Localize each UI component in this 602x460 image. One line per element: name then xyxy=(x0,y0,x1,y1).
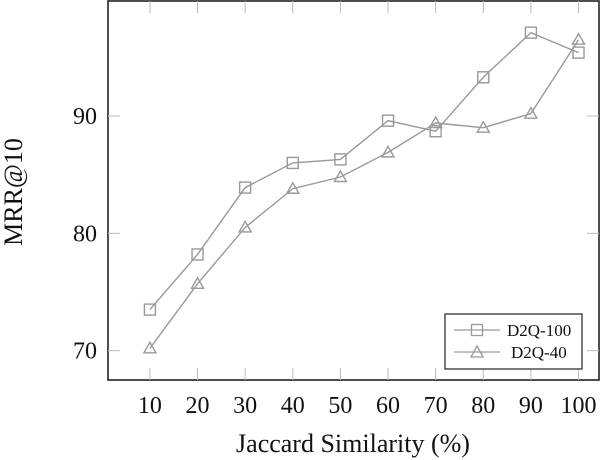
x-tick-label: 40 xyxy=(281,393,305,419)
square-marker-icon xyxy=(334,153,347,166)
series-d2q-40 xyxy=(142,32,586,354)
legend-label: D2Q-40 xyxy=(511,343,567,362)
x-tick-label: 70 xyxy=(424,393,448,419)
y-axis-ticks: 70 80 90 xyxy=(73,104,599,365)
triangle-marker-icon xyxy=(142,340,158,354)
x-tick-label: 50 xyxy=(328,393,352,419)
series-line xyxy=(149,39,580,349)
triangle-marker-icon xyxy=(285,181,300,194)
triangle-marker-icon xyxy=(476,120,491,133)
series-line xyxy=(149,31,579,311)
square-marker-icon xyxy=(286,156,299,170)
x-tick-label: 80 xyxy=(471,393,495,419)
x-tick-label: 20 xyxy=(186,393,210,419)
triangle-marker-icon xyxy=(571,32,586,45)
y-tick-label: 80 xyxy=(73,221,97,247)
triangle-marker-icon xyxy=(469,344,485,358)
triangle-marker-icon xyxy=(428,115,443,129)
square-marker-icon xyxy=(524,26,538,39)
square-marker-icon xyxy=(238,181,252,194)
x-tick-label: 100 xyxy=(561,393,597,419)
legend-box xyxy=(444,313,583,370)
y-tick-label: 70 xyxy=(73,339,97,365)
square-marker-icon xyxy=(477,71,490,84)
x-axis-label: Jaccard Similarity (%) xyxy=(236,429,470,458)
x-tick-label: 90 xyxy=(519,393,543,419)
legend-item-d2q-100: D2Q-100 xyxy=(454,321,571,340)
square-marker-icon xyxy=(381,114,395,127)
triangle-marker-icon xyxy=(237,220,253,233)
triangle-marker-icon xyxy=(380,144,396,158)
x-tick-label: 30 xyxy=(233,393,257,419)
x-tick-label: 60 xyxy=(376,393,400,419)
triangle-marker-icon xyxy=(523,106,539,119)
triangle-marker-icon xyxy=(190,276,205,289)
square-marker-icon xyxy=(143,303,157,316)
legend-item-d2q-40: D2Q-40 xyxy=(454,343,567,362)
square-marker-icon xyxy=(191,248,204,261)
square-marker-icon xyxy=(429,125,442,138)
legend: D2Q-100 D2Q-40 xyxy=(444,313,583,370)
triangle-marker-icon xyxy=(333,169,348,183)
series-d2q-100 xyxy=(143,26,585,316)
square-marker-icon xyxy=(470,323,484,337)
x-axis-ticks: 10 20 30 40 50 60 70 80 90 100 xyxy=(138,1,597,419)
y-axis-label: MRR@10 xyxy=(0,138,28,246)
series-layer xyxy=(142,26,586,354)
legend-label: D2Q-100 xyxy=(507,321,571,340)
plot-frame xyxy=(107,0,600,381)
square-marker-icon xyxy=(572,46,585,59)
x-tick-label: 10 xyxy=(138,393,162,419)
y-tick-label: 90 xyxy=(73,104,97,130)
